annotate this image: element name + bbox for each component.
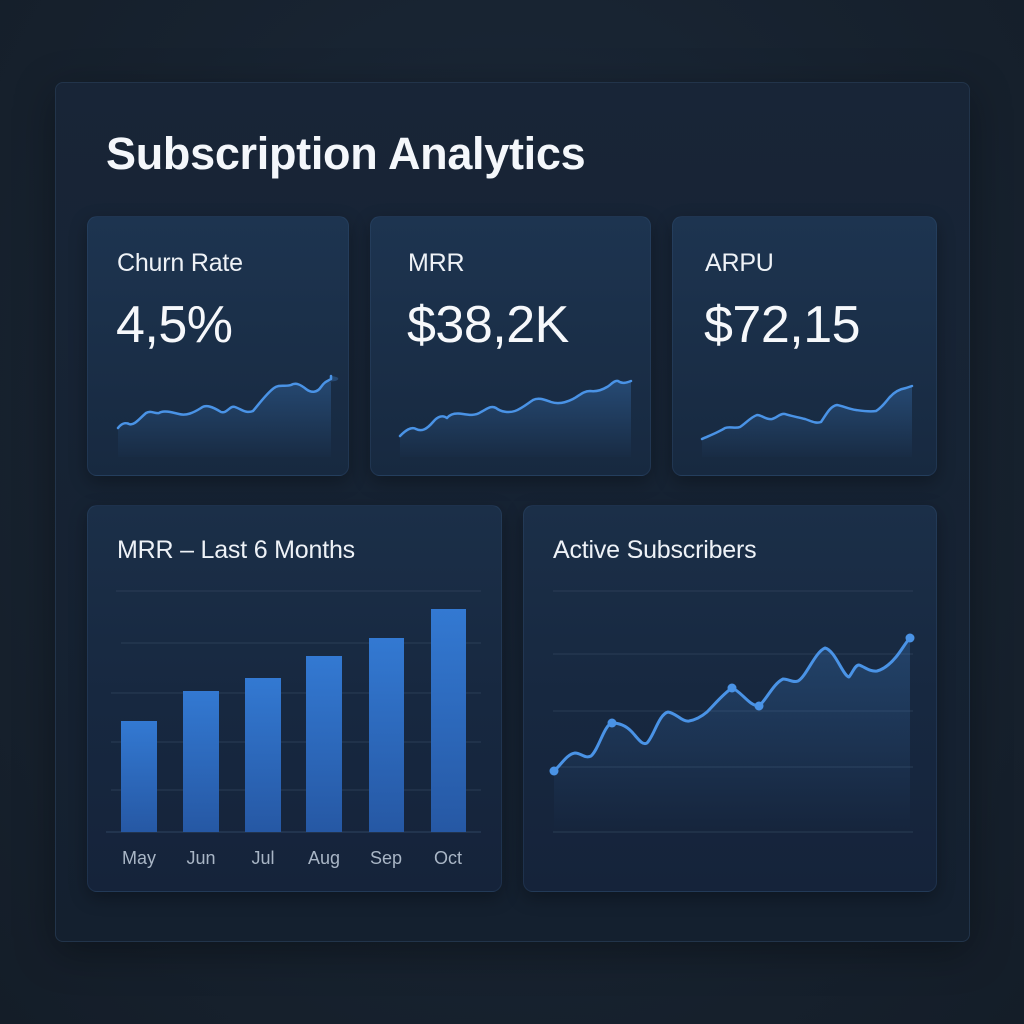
kpi-value: $38,2K	[407, 296, 569, 354]
x-label: May	[122, 848, 156, 868]
bar-jun	[183, 691, 219, 832]
mrr-sparkline	[398, 379, 633, 457]
x-label: Jul	[251, 848, 274, 868]
bar-oct	[431, 609, 466, 832]
page-title: Subscription Analytics	[106, 128, 586, 179]
active-subscribers-chart-card: Active Subscribers	[523, 505, 937, 892]
kpi-card-churn-rate[interactable]: Churn Rate 4,5%	[87, 216, 349, 476]
gridlines	[106, 590, 481, 833]
x-label: Sep	[370, 848, 402, 868]
kpi-label: Churn Rate	[117, 249, 243, 277]
bar-aug	[306, 656, 342, 832]
bars	[121, 609, 466, 832]
bar-may	[121, 721, 157, 832]
mrr-bar-chart-card: MRR – Last 6 Months May Jun	[87, 505, 502, 892]
x-axis-labels: May Jun Jul Aug Sep Oct	[122, 848, 462, 868]
chart-title: MRR – Last 6 Months	[117, 536, 355, 564]
mrr-bar-chart: May Jun Jul Aug Sep Oct	[106, 590, 481, 868]
active-subscribers-line-chart	[549, 590, 915, 833]
kpi-card-arpu[interactable]: ARPU $72,15	[672, 216, 937, 476]
bar-jul	[245, 678, 281, 832]
kpi-value: $72,15	[704, 296, 861, 354]
x-label: Oct	[434, 848, 462, 868]
arpu-sparkline	[700, 384, 914, 457]
bar-sep	[369, 638, 404, 832]
x-label: Jun	[186, 848, 215, 868]
kpi-label: ARPU	[705, 249, 774, 277]
data-point-markers	[549, 633, 915, 776]
churn-sparkline	[116, 374, 339, 457]
x-label: Aug	[308, 848, 340, 868]
kpi-label: MRR	[408, 249, 465, 277]
kpi-card-mrr[interactable]: MRR $38,2K	[370, 216, 651, 476]
kpi-value: 4,5%	[116, 296, 233, 354]
chart-title: Active Subscribers	[553, 536, 757, 564]
